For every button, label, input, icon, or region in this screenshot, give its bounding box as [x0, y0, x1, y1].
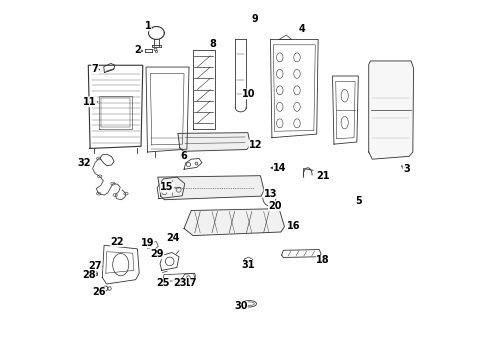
- Text: 8: 8: [209, 39, 216, 49]
- Text: 3: 3: [403, 164, 410, 174]
- Text: 21: 21: [317, 171, 330, 181]
- Text: 16: 16: [287, 221, 300, 231]
- Text: 27: 27: [88, 261, 102, 271]
- Text: 4: 4: [298, 24, 305, 35]
- Text: 26: 26: [92, 287, 105, 297]
- Text: 2: 2: [134, 45, 141, 55]
- Text: 29: 29: [150, 249, 164, 259]
- Text: 25: 25: [156, 278, 169, 288]
- Text: 28: 28: [82, 270, 96, 280]
- Text: 19: 19: [141, 238, 154, 248]
- Text: 31: 31: [242, 260, 255, 270]
- Text: 32: 32: [77, 158, 91, 168]
- Text: 9: 9: [252, 14, 258, 24]
- Text: 10: 10: [242, 89, 255, 99]
- Polygon shape: [178, 133, 250, 151]
- Text: 14: 14: [273, 163, 287, 173]
- Text: 30: 30: [234, 301, 247, 311]
- Text: 5: 5: [356, 196, 363, 206]
- Text: 23: 23: [173, 278, 187, 288]
- Text: 11: 11: [83, 97, 97, 107]
- Polygon shape: [184, 209, 285, 235]
- Text: 1: 1: [145, 21, 151, 31]
- Polygon shape: [158, 176, 264, 200]
- Text: 17: 17: [184, 278, 197, 288]
- Text: 7: 7: [92, 64, 98, 74]
- Text: 20: 20: [269, 201, 282, 211]
- Polygon shape: [368, 61, 414, 159]
- Text: 12: 12: [249, 140, 263, 150]
- Text: 22: 22: [111, 237, 124, 247]
- Text: 24: 24: [166, 233, 179, 243]
- Text: 18: 18: [317, 255, 330, 265]
- Text: 6: 6: [180, 151, 187, 161]
- Text: 13: 13: [264, 189, 277, 199]
- Text: 15: 15: [160, 182, 173, 192]
